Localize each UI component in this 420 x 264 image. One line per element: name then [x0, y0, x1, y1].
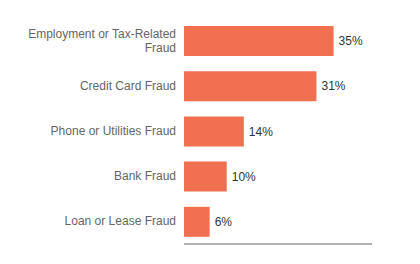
svg-text:Bank Fraud: Bank Fraud [114, 169, 176, 183]
svg-text:Phone or Utilities Fraud: Phone or Utilities Fraud [51, 124, 176, 138]
svg-text:10%: 10% [232, 170, 256, 184]
svg-text:6%: 6% [215, 215, 233, 229]
svg-text:Employment or Tax-RelatedFraud: Employment or Tax-RelatedFraud [28, 27, 176, 55]
svg-text:31%: 31% [321, 79, 345, 93]
svg-text:Loan or Lease Fraud: Loan or Lease Fraud [65, 214, 176, 228]
svg-text:Credit Card Fraud: Credit Card Fraud [80, 79, 176, 93]
svg-text:14%: 14% [249, 125, 273, 139]
svg-text:35%: 35% [339, 34, 363, 48]
